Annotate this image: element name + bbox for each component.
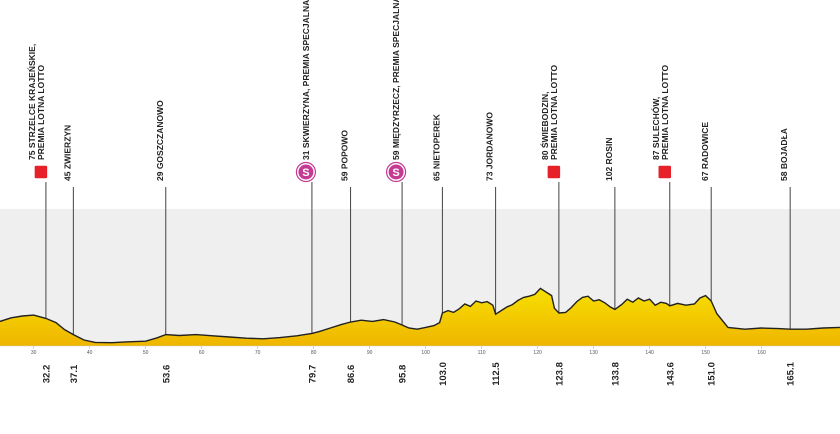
distance-label: 86.6 <box>346 365 357 384</box>
place-label: PREMIA LOTNA LOTTO <box>660 65 670 160</box>
sprint-icon <box>546 164 562 180</box>
distance-label: 79.7 <box>307 365 318 384</box>
place-label: 29 GOSZCZANOWO <box>155 100 165 181</box>
distance-label: 32.2 <box>41 365 52 384</box>
x-tick-label: 140 <box>645 350 654 356</box>
sprint-icon <box>657 164 673 180</box>
special-prize-letter: S <box>392 167 399 179</box>
elevation-profile-outline <box>0 287 840 344</box>
place-label: 31 SKWIERZYNA, PREMIA SPECJALNA <box>301 0 311 160</box>
x-tick-label: 40 <box>87 350 93 356</box>
distance-label: 112.5 <box>491 362 502 386</box>
special-prize-icon-inner <box>388 164 404 180</box>
place-label: 59 MIĘDZYRZECZ, PREMIA SPECJALNA <box>391 0 401 160</box>
place-label: 65 NIETOPEREK <box>431 113 441 181</box>
place-label: 67 RADOWICE <box>700 122 710 181</box>
place-label: 87 SULECHÓW, <box>650 97 661 160</box>
distance-label: 165.1 <box>786 361 797 385</box>
distance-label: 53.6 <box>161 365 172 384</box>
place-label: 73 JORDANOWO <box>485 112 495 181</box>
distance-label: 133.8 <box>610 362 621 386</box>
x-axis-ticks: 30 40 50 60 70 80 90 100 110 120 130 140 150 160 <box>31 346 766 356</box>
distance-label: 143.6 <box>665 362 676 386</box>
place-label: 102 ROSIN <box>604 138 614 181</box>
x-tick-label: 90 <box>367 350 373 356</box>
sprint-icon <box>33 164 49 180</box>
distance-label: 37.1 <box>69 364 80 383</box>
place-label: PREMIA LOTNA LOTTO <box>549 65 559 160</box>
x-tick-label: 70 <box>255 350 261 356</box>
x-tick-label: 150 <box>701 350 710 356</box>
place-label: 59 POPOWO <box>340 130 350 181</box>
route-labels: 32.275 STRZELCE KRAJEŃSKIE, PREMIA LOTNA … <box>27 0 797 386</box>
x-tick-label: 110 <box>478 350 486 356</box>
place-label: PREMIA LOTNA LOTTO <box>36 65 46 160</box>
x-tick-label: 100 <box>421 350 430 356</box>
x-tick-label: 120 <box>533 350 542 356</box>
special-prize-icon-inner <box>298 164 314 180</box>
x-tick-label: 30 <box>31 350 37 356</box>
place-label: 58 BOJADŁA <box>779 128 789 181</box>
x-tick-label: 50 <box>143 350 149 356</box>
distance-label: 95.8 <box>398 365 409 384</box>
distance-label: 151.0 <box>707 362 718 386</box>
x-tick-label: 160 <box>757 350 766 356</box>
x-tick-label: 60 <box>199 350 205 356</box>
x-tick-label: 130 <box>589 350 598 356</box>
special-prize-letter: S <box>302 167 309 179</box>
distance-label: 123.8 <box>554 362 565 386</box>
place-label: 45 ZWIERZYN <box>62 125 72 181</box>
place-label: 75 STRZELCE KRAJEŃSKIE, <box>27 44 37 160</box>
place-label: 80 ŚWIEBODZIN, <box>539 92 550 160</box>
elevation-profile-area <box>0 288 840 346</box>
distance-label: 103.0 <box>438 362 449 386</box>
x-tick-label: 80 <box>311 350 317 356</box>
